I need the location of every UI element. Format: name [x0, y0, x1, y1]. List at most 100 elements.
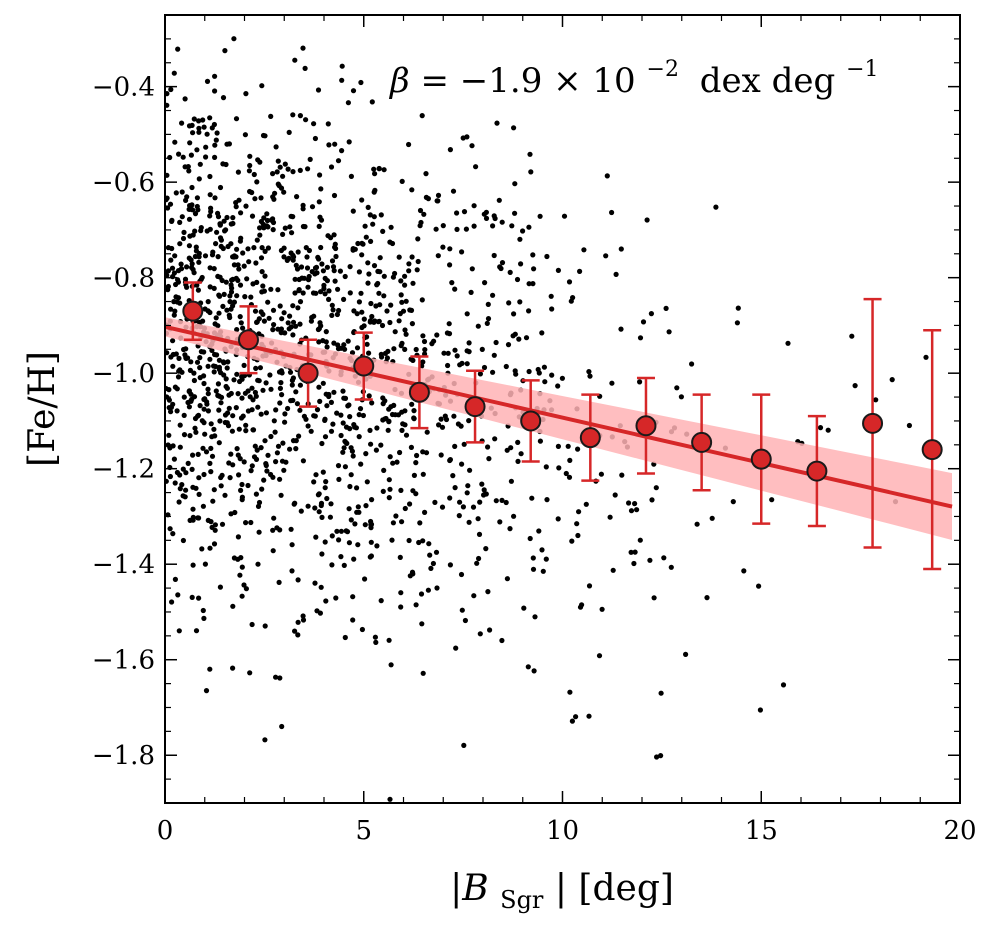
scatter-point: [177, 486, 183, 492]
annotation-equals: = −1.9 × 10: [420, 61, 635, 101]
scatter-point: [288, 250, 294, 256]
scatter-point: [507, 269, 513, 275]
scatter-point: [221, 218, 227, 224]
scatter-point: [780, 682, 787, 688]
scatter-point: [398, 278, 404, 284]
scatter-point: [359, 324, 365, 331]
scatter-point: [356, 269, 362, 275]
scatter-point: [442, 413, 448, 419]
scatter-point: [316, 384, 322, 390]
scatter-point: [228, 221, 234, 227]
scatter-point: [355, 240, 361, 247]
binned-point: [353, 331, 375, 401]
scatter-point: [294, 266, 301, 272]
scatter-point: [231, 36, 237, 42]
scatter-point: [873, 397, 879, 403]
scatter-point: [304, 265, 311, 271]
scatter-point: [240, 250, 246, 256]
scatter-point: [293, 446, 299, 452]
scatter-point: [263, 410, 269, 416]
scatter-point: [365, 260, 371, 266]
scatter-point: [539, 330, 545, 336]
scatter-point: [734, 320, 741, 326]
scatter-point: [168, 86, 174, 93]
x-tick-label: 5: [355, 816, 372, 846]
scatter-point: [176, 151, 182, 157]
scatter-point: [169, 599, 175, 605]
scatter-point: [513, 371, 519, 377]
scatter-point: [466, 340, 472, 346]
scatter-point: [189, 466, 195, 472]
scatter-point: [399, 178, 405, 184]
scatter-point: [369, 497, 375, 503]
scatter-point: [207, 173, 213, 180]
scatter-point: [530, 555, 536, 561]
scatter-point: [183, 355, 189, 361]
scatter-point: [328, 501, 334, 507]
scatter-point: [420, 359, 426, 365]
scatter-point: [197, 355, 203, 361]
scatter-point: [328, 399, 334, 405]
binned-marker: [750, 448, 772, 470]
scatter-point: [259, 486, 265, 492]
scatter-point: [188, 359, 194, 365]
scatter-point: [325, 121, 331, 127]
scatter-point: [618, 246, 624, 252]
scatter-point: [387, 796, 393, 802]
scatter-point: [205, 299, 211, 305]
scatter-point: [352, 246, 358, 252]
scatter-point: [477, 499, 483, 505]
scatter-point: [167, 473, 173, 480]
scatter-point: [434, 332, 440, 338]
scatter-point: [234, 246, 240, 252]
scatter-point: [374, 543, 380, 549]
scatter-point: [297, 407, 303, 413]
scatter-point: [316, 199, 322, 205]
scatter-point: [298, 508, 304, 514]
scatter-point: [205, 408, 211, 414]
scatter-point: [632, 549, 638, 555]
scatter-point: [343, 424, 350, 430]
binned-point: [520, 379, 542, 463]
scatter-point: [208, 469, 214, 475]
scatter-point: [268, 386, 274, 392]
scatter-point: [189, 122, 195, 128]
scatter-point: [213, 241, 219, 247]
scatter-point: [492, 215, 498, 222]
scatter-point: [170, 338, 176, 344]
scatter-point: [422, 347, 428, 353]
scatter-point: [436, 422, 442, 428]
scatter-point: [347, 414, 353, 420]
scatter-point: [318, 323, 324, 329]
scatter-point: [458, 423, 464, 429]
scatter-point: [227, 299, 233, 305]
scatter-point: [233, 405, 239, 411]
scatter-point: [252, 443, 258, 449]
scatter-point: [445, 362, 451, 369]
scatter-point: [544, 497, 550, 503]
scatter-point: [255, 404, 261, 410]
scatter-point: [381, 273, 387, 279]
scatter-point: [214, 130, 220, 136]
scatter-point: [261, 318, 267, 324]
scatter-point: [280, 173, 286, 179]
scatter-point: [526, 281, 532, 287]
scatter-point: [419, 297, 425, 303]
scatter-point: [271, 418, 277, 424]
scatter-point: [227, 475, 233, 481]
scatter-point: [196, 118, 202, 124]
scatter-point: [366, 350, 372, 356]
scatter-point: [234, 293, 240, 299]
scatter-point: [520, 228, 526, 234]
scatter-point: [378, 212, 384, 218]
scatter-point: [332, 241, 338, 247]
scatter-point: [261, 477, 267, 483]
scatter-point: [239, 593, 245, 599]
scatter-point: [555, 267, 562, 273]
scatter-point: [298, 264, 305, 270]
scatter-point: [243, 428, 249, 434]
scatter-point: [238, 415, 245, 421]
scatter-point: [459, 607, 465, 613]
scatter-point: [503, 363, 509, 370]
scatter-point: [202, 561, 208, 567]
